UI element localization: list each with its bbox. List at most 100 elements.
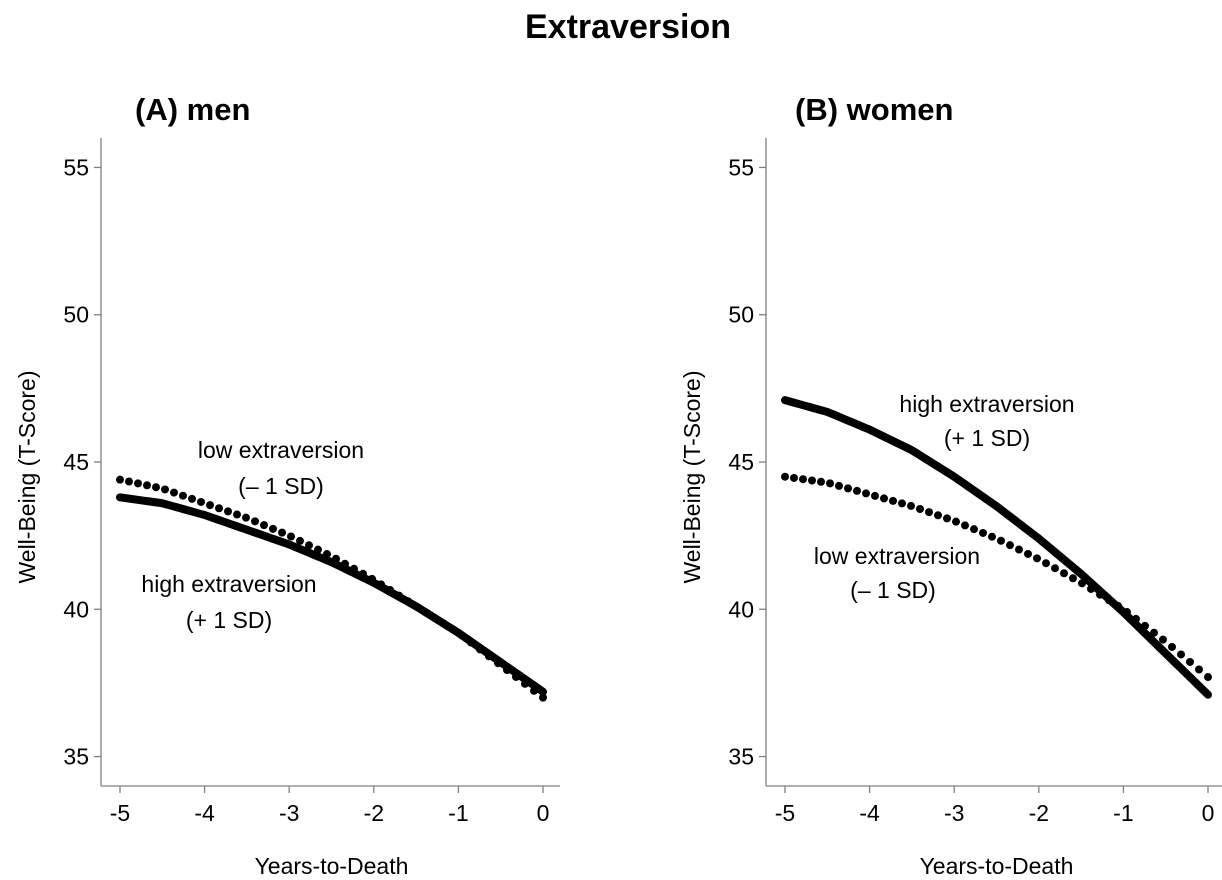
series-dot — [1033, 554, 1041, 563]
x-tick-label: 0 — [1202, 800, 1215, 826]
series-dot — [997, 536, 1005, 545]
x-tick-label: -1 — [1113, 800, 1133, 826]
series-dot — [889, 496, 897, 505]
series-dot — [1132, 614, 1140, 623]
annotation-low-extraversion-line1: low extraversion — [198, 437, 364, 463]
y-tick-label: 35 — [728, 744, 754, 770]
panel-men: (A) men 35 40 45 50 55 -5 -4 -3 -2 -1 0 Years-to-De… — [14, 92, 560, 879]
series-dot — [844, 484, 852, 493]
x-tick-label: -5 — [110, 800, 130, 826]
series-dot — [242, 513, 250, 522]
series-dot — [1042, 559, 1050, 568]
series-dot — [1060, 569, 1068, 578]
annotation-low-extraversion-line2: (– 1 SD) — [238, 473, 324, 499]
x-tick-label: 0 — [537, 800, 550, 826]
series-dot — [116, 475, 124, 484]
series-low-extraversion-1-sd-dotted — [781, 472, 1212, 682]
series-dot — [224, 507, 232, 516]
x-tick-label: -2 — [1029, 800, 1049, 826]
y-tick-label: 35 — [63, 744, 89, 770]
series-dot — [1159, 635, 1167, 644]
annotation-high-extraversion-line2: (+ 1 SD) — [186, 607, 272, 633]
series-dot — [278, 528, 286, 537]
series-dot — [853, 486, 861, 495]
series-dot — [251, 517, 259, 526]
series-high-extraversion-1-sd-solid — [781, 396, 1212, 699]
series-dot — [1087, 584, 1095, 593]
series-dot — [1177, 650, 1185, 659]
series-dot — [790, 473, 798, 482]
series-dot — [1006, 541, 1014, 550]
x-tick-label: -4 — [859, 800, 880, 826]
y-tick-label: 40 — [63, 596, 89, 622]
x-axis-label: Years-to-Death — [920, 853, 1074, 879]
series-dot — [925, 508, 933, 517]
x-tick-label: -1 — [448, 800, 468, 826]
series-dot — [161, 485, 169, 494]
series-dot — [1105, 596, 1113, 605]
series-dot — [206, 501, 214, 510]
annotation-high-extraversion-line2: (+ 1 SD) — [944, 425, 1030, 451]
x-tick-label: -2 — [364, 800, 384, 826]
series-dot — [1096, 590, 1104, 599]
annotation-low-extraversion-line1: low extraversion — [814, 543, 980, 569]
series-dot — [934, 511, 942, 520]
series-dot — [916, 505, 924, 513]
y-tick-label: 55 — [63, 154, 89, 180]
series-dot — [817, 477, 825, 486]
annotation-high-extraversion-line1: high extraversion — [141, 571, 316, 597]
series-dot — [188, 494, 196, 503]
series-dot — [197, 497, 205, 506]
x-tick-label: -5 — [775, 800, 795, 826]
series-dot — [1123, 608, 1131, 617]
series-dot — [961, 521, 969, 530]
series-dot — [943, 514, 951, 523]
series-dot — [799, 475, 807, 484]
y-tick-label: 45 — [728, 449, 754, 475]
annotation-low-extraversion-line2: (– 1 SD) — [850, 577, 936, 603]
series-dot — [1141, 621, 1149, 630]
series-dot — [1078, 579, 1086, 588]
series-dot — [898, 499, 906, 508]
series-dot — [1186, 657, 1194, 666]
series-dot — [970, 525, 978, 534]
series-dot — [1015, 545, 1023, 554]
y-axis-label: Well-Being (T-Score) — [14, 370, 40, 583]
panel-title-women: (B) women — [795, 92, 953, 127]
series-dot — [1051, 564, 1059, 573]
x-tick-label: -3 — [944, 800, 964, 826]
series-dot — [539, 693, 547, 702]
series-dot — [1150, 628, 1158, 637]
series-line — [781, 396, 1212, 699]
series-dot — [296, 536, 304, 545]
y-tick-label: 55 — [728, 154, 754, 180]
series-high-extraversion-1-sd-solid — [116, 493, 547, 696]
series-dot — [152, 483, 160, 492]
series-dot — [215, 504, 223, 513]
panel-women: (B) women 35 40 45 50 55 -5 -4 -3 -2 -1 0 Years-to-… — [679, 92, 1222, 879]
series-dot — [1069, 574, 1077, 583]
series-dot — [907, 501, 915, 510]
y-tick-label: 50 — [63, 302, 89, 328]
annotation-high-extraversion-line1: high extraversion — [899, 391, 1074, 417]
y-tick-label: 40 — [728, 596, 754, 622]
x-tick-label: -4 — [194, 800, 215, 826]
y-tick-label: 50 — [728, 302, 754, 328]
series-dot — [880, 494, 888, 503]
series-dot — [134, 479, 142, 488]
series-dot — [871, 491, 879, 500]
series-dot — [1168, 642, 1176, 651]
series-dot — [1204, 673, 1212, 682]
series-dot — [170, 488, 178, 497]
series-dot — [952, 517, 960, 526]
series-dot — [862, 489, 870, 498]
y-axis-label: Well-Being (T-Score) — [679, 370, 705, 583]
series-dot — [1114, 601, 1122, 610]
series-dot — [179, 491, 187, 500]
series-dot — [143, 481, 151, 490]
series-dot — [305, 541, 313, 550]
x-tick-label: -3 — [279, 800, 299, 826]
figure-title: Extraversion — [525, 8, 731, 46]
series-dot — [233, 510, 241, 519]
